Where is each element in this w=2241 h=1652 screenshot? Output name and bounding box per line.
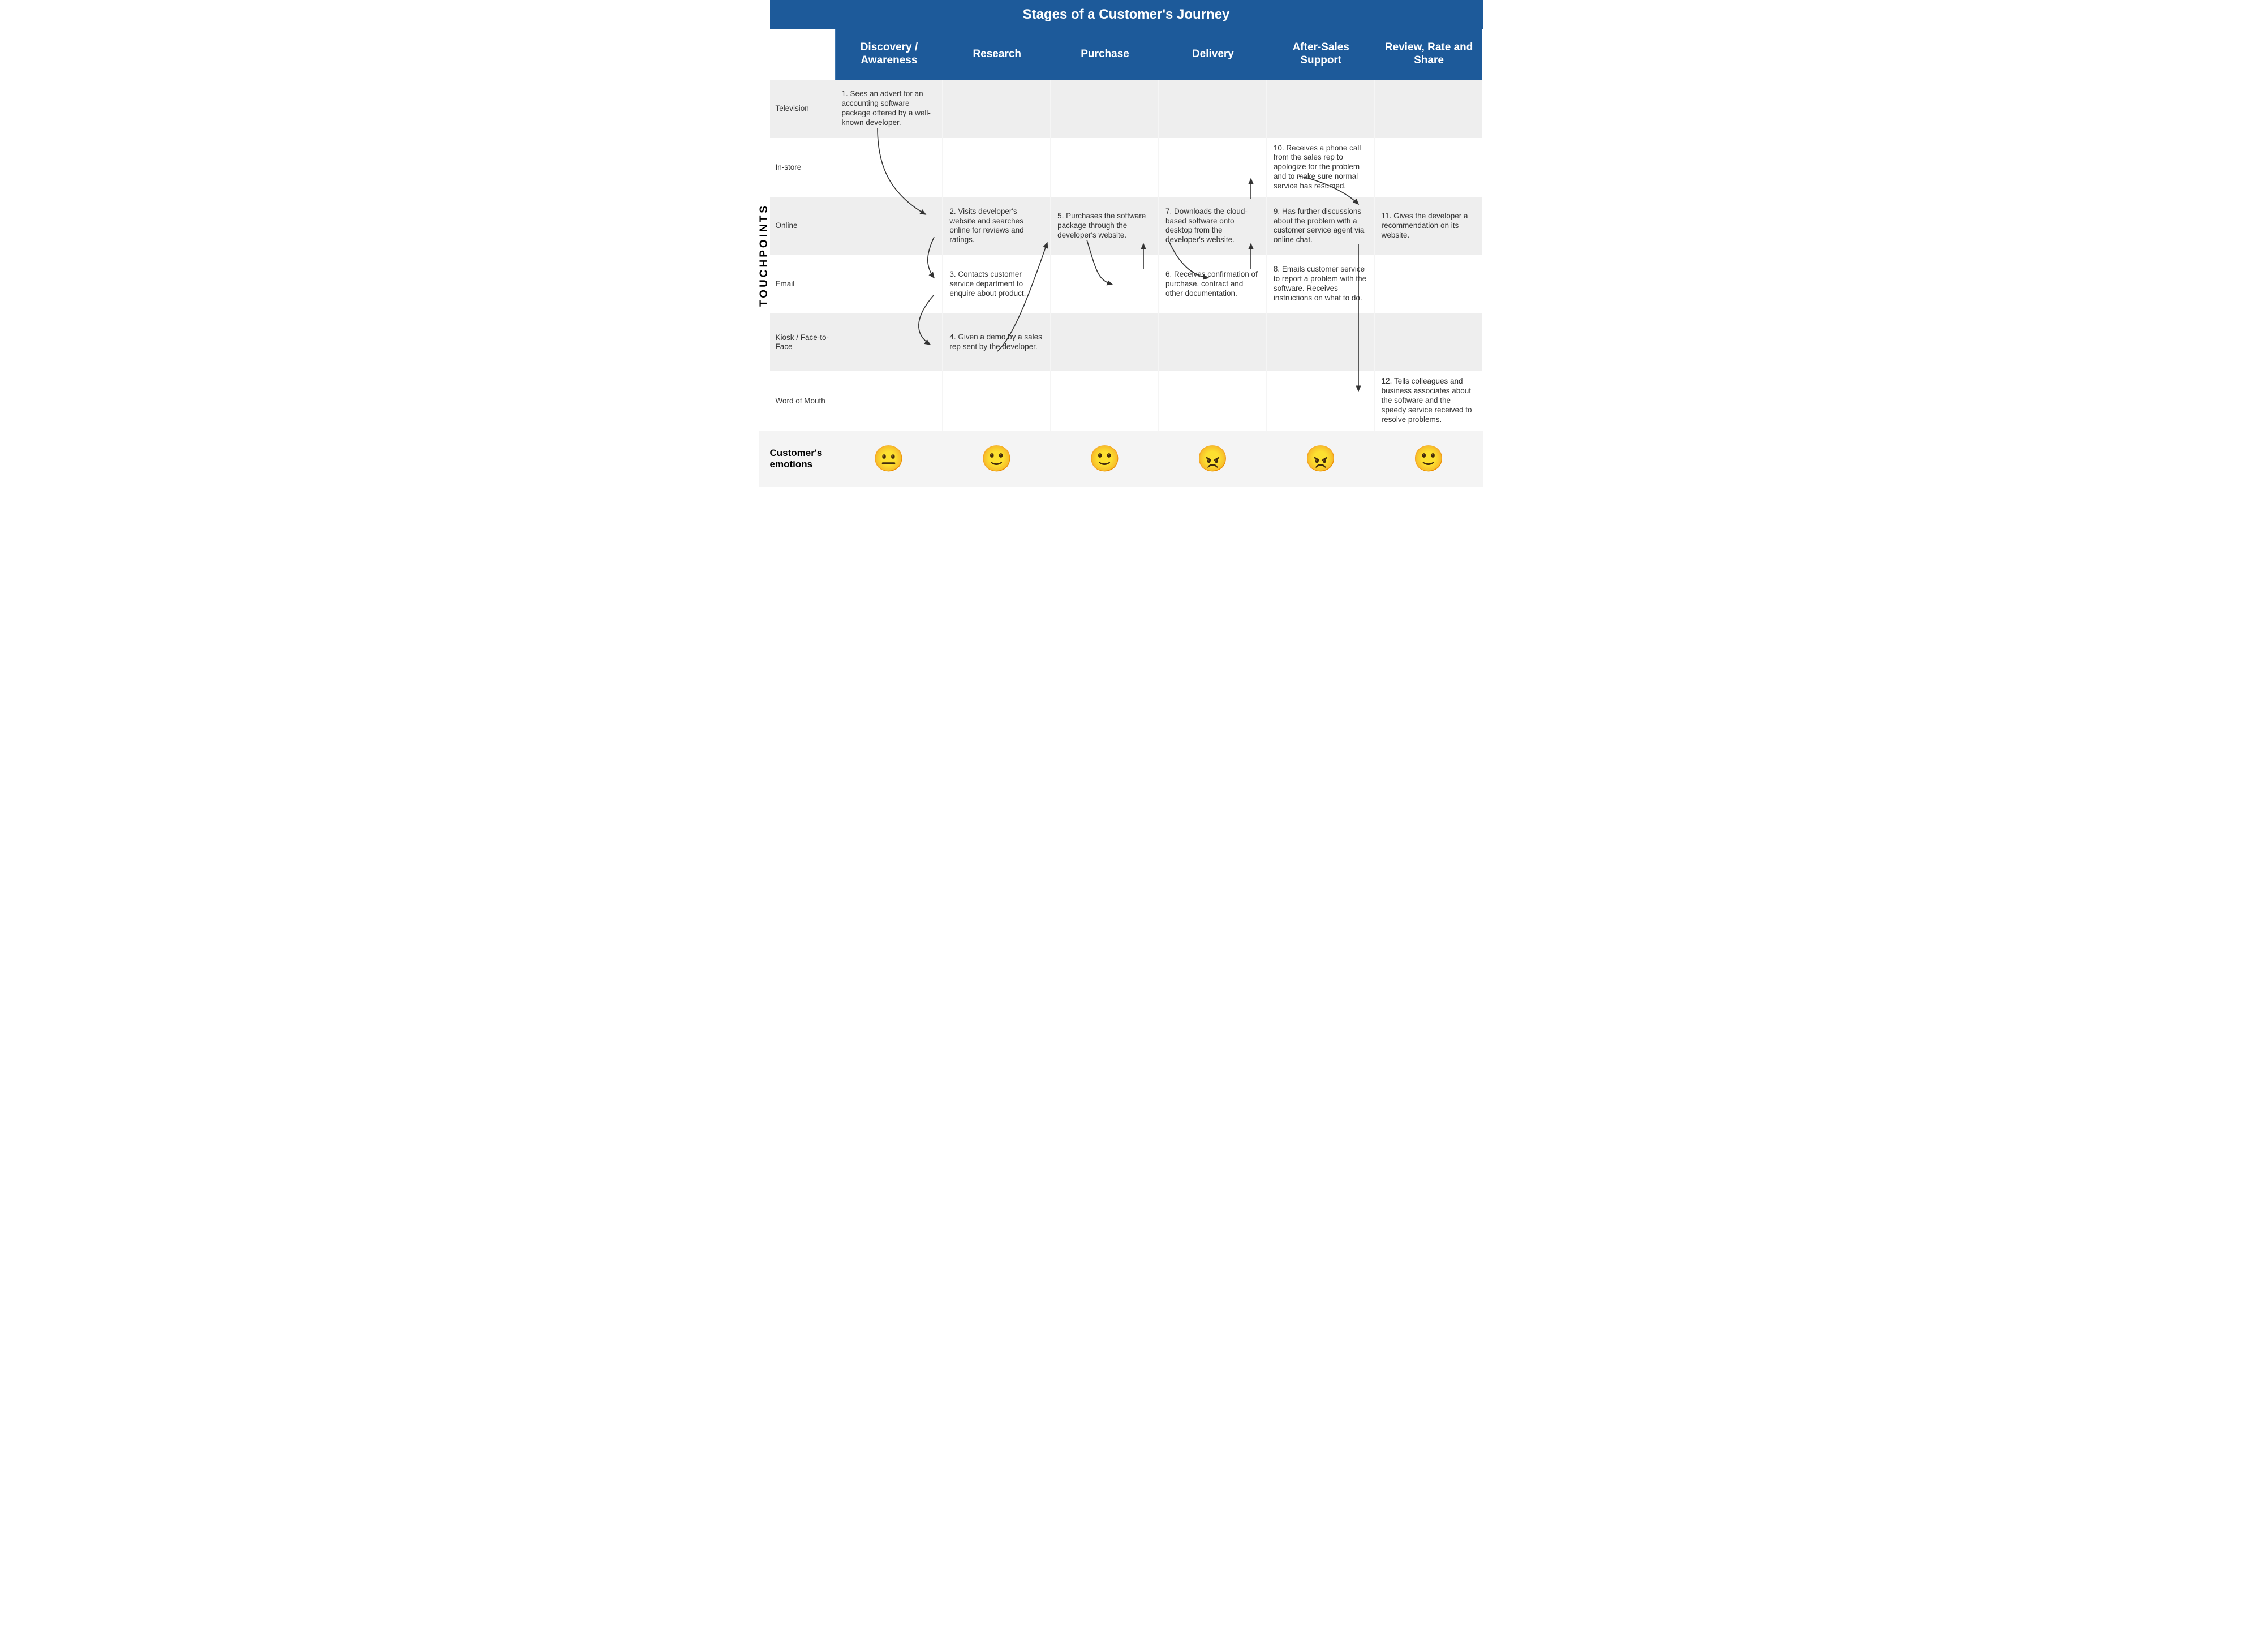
touchpoint-label-2: Online: [770, 197, 835, 255]
cell-r4c4: [1267, 313, 1375, 372]
stage-header-row: Discovery / Awareness Research Purchase …: [759, 29, 1483, 80]
cell-r0c4: [1267, 80, 1375, 138]
customer-journey-chart: Stages of a Customer's Journey Discovery…: [759, 0, 1483, 487]
cell-r1c5: [1375, 138, 1483, 197]
cell-r5c1: [943, 371, 1051, 430]
cell-r2c3: 7. Downloads the cloud-based software on…: [1159, 197, 1267, 255]
emotion-row: Customer's emotions 😐 🙂 🙂 😠 😠 🙂: [759, 431, 1483, 487]
emotion-1: 🙂: [943, 444, 1051, 474]
cell-r0c2: [1051, 80, 1159, 138]
cell-r3c3: 6. Receives confirmation of purchase, co…: [1159, 255, 1267, 313]
cell-r5c3: [1159, 371, 1267, 430]
cell-r5c4: [1267, 371, 1375, 430]
cell-r1c4: 10. Receives a phone call from the sales…: [1267, 138, 1375, 197]
cell-r3c2: [1051, 255, 1159, 313]
cell-r1c2: [1051, 138, 1159, 197]
cell-r1c0: [835, 138, 943, 197]
emotion-4: 😠: [1267, 444, 1375, 474]
touchpoint-label-5: Word of Mouth: [770, 371, 835, 430]
touchpoint-label-3: Email: [770, 255, 835, 313]
grid-area: TOUCHPOINTS Television 1. Sees an advert…: [759, 80, 1483, 431]
cell-r5c5: 12. Tells colleagues and business associ…: [1375, 371, 1483, 430]
stage-header-1: Research: [943, 29, 1051, 80]
touchpoint-label-1: In-store: [770, 138, 835, 197]
cell-r3c4: 8. Emails customer service to report a p…: [1267, 255, 1375, 313]
cell-r0c0: 1. Sees an advert for an accounting soft…: [835, 80, 943, 138]
emotion-0: 😐: [835, 444, 943, 474]
emotion-3: 😠: [1159, 444, 1267, 474]
cell-r4c2: [1051, 313, 1159, 372]
cell-r4c0: [835, 313, 943, 372]
cell-r2c1: 2. Visits developer's website and search…: [943, 197, 1051, 255]
cell-r4c3: [1159, 313, 1267, 372]
cell-r1c3: [1159, 138, 1267, 197]
emotion-2: 🙂: [1051, 444, 1159, 474]
cell-r5c0: [835, 371, 943, 430]
cell-r2c2: 5. Purchases the software package throug…: [1051, 197, 1159, 255]
cell-r3c1: 3. Contacts customer service department …: [943, 255, 1051, 313]
cell-r0c1: [943, 80, 1051, 138]
touchpoint-label-0: Television: [770, 80, 835, 138]
side-label: TOUCHPOINTS: [758, 204, 771, 307]
chart-title: Stages of a Customer's Journey: [770, 0, 1483, 29]
cell-r2c4: 9. Has further discussions about the pro…: [1267, 197, 1375, 255]
cell-r4c5: [1375, 313, 1483, 372]
stage-header-5: Review, Rate and Share: [1375, 29, 1483, 80]
cell-r3c0: [835, 255, 943, 313]
emotion-5: 🙂: [1375, 444, 1483, 474]
cell-r2c0: [835, 197, 943, 255]
cell-r0c3: [1159, 80, 1267, 138]
cell-r2c5: 11. Gives the developer a recommendation…: [1375, 197, 1483, 255]
cell-r0c5: [1375, 80, 1483, 138]
cell-r4c1: 4. Given a demo by a sales rep sent by t…: [943, 313, 1051, 372]
stage-header-0: Discovery / Awareness: [835, 29, 943, 80]
touchpoint-label-4: Kiosk / Face-to-Face: [770, 313, 835, 372]
cell-r1c1: [943, 138, 1051, 197]
emotion-label: Customer's emotions: [759, 448, 835, 470]
cell-r5c2: [1051, 371, 1159, 430]
cell-r3c5: [1375, 255, 1483, 313]
stage-header-2: Purchase: [1051, 29, 1159, 80]
stage-header-3: Delivery: [1159, 29, 1267, 80]
stage-header-4: After-Sales Support: [1267, 29, 1375, 80]
